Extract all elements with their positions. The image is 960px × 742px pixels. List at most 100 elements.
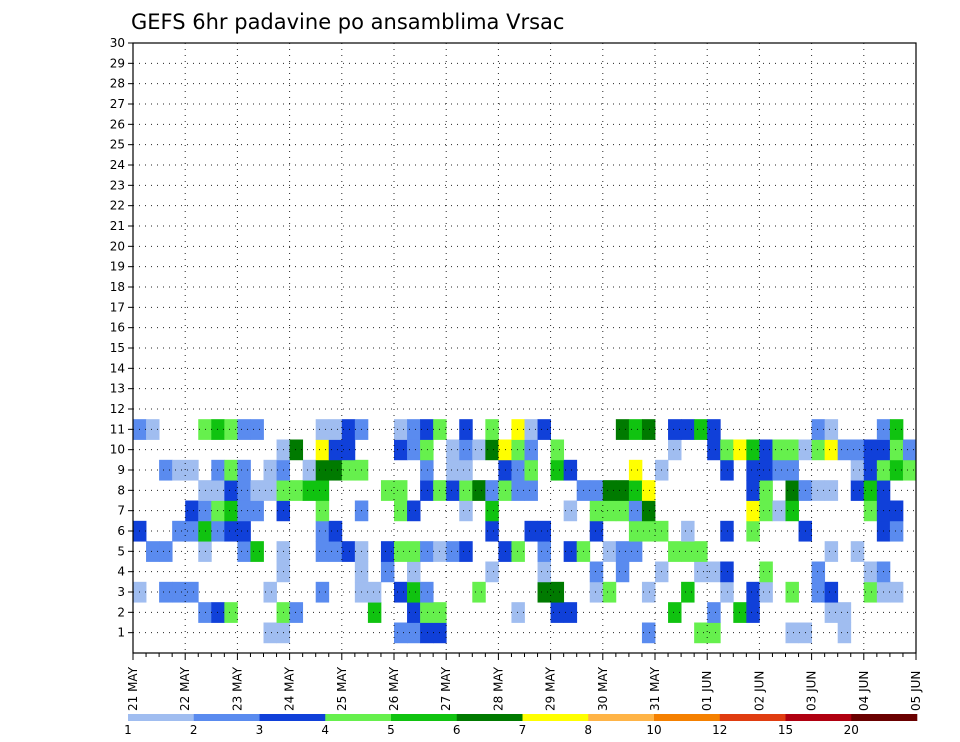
heatmap-cell [641,419,656,440]
heatmap-cell [237,480,251,501]
heatmap-cell [250,419,264,440]
legend-label: 15 [778,723,793,737]
heatmap-cell [420,622,434,644]
x-tick-label: 31 MAY [648,666,662,711]
y-tick-label: 4 [117,565,125,579]
heatmap-cell [172,520,186,542]
heatmap-cell [746,581,760,603]
y-tick-label: 8 [117,483,125,497]
x-tick-label: 01 JUN [700,671,714,711]
heatmap-cell [420,480,434,501]
heatmap-cell [224,602,238,623]
heatmap-cell [785,500,799,522]
legend-label: 4 [321,723,329,737]
heatmap-cell [185,459,199,481]
heatmap-cell [772,500,786,522]
heatmap-cell [328,459,343,481]
heatmap-cell [863,459,878,481]
heatmap-cell [420,439,434,461]
heatmap-cell [472,480,486,501]
heatmap-cell [759,500,773,522]
heatmap-cell [668,602,682,623]
y-tick-label: 16 [110,321,125,335]
heatmap-cell [550,581,565,603]
heatmap-cell [459,419,473,440]
heatmap-cell [694,561,708,583]
heatmap-cell [407,602,421,623]
heatmap-cell [811,480,826,501]
x-tick-label: 21 MAY [126,666,140,711]
legend-swatch [785,714,852,721]
heatmap-cell [837,602,852,623]
heatmap-cell [459,541,473,562]
heatmap-cell [394,439,408,461]
heatmap-cell [681,581,695,603]
heatmap-cell [420,459,434,481]
heatmap-cell [237,541,251,562]
heatmap-cell [446,541,460,562]
heatmap-cell [263,480,277,501]
heatmap-cell [394,541,408,562]
heatmap-cell [759,561,773,583]
heatmap-cell [367,602,382,623]
heatmap-cell [772,459,786,481]
y-tick-label: 5 [117,544,125,558]
heatmap-cell [211,459,225,481]
heatmap-cell [511,541,525,562]
heatmap-cell [641,500,656,522]
x-tick-label: 23 MAY [230,666,244,711]
heatmap-cell [211,500,225,522]
heatmap-cell [707,439,721,461]
heatmap-cell [237,500,251,522]
y-axis: 1234567891011121314151617181920212223242… [110,36,133,640]
heatmap-cell [863,500,878,522]
heatmap-cell [824,541,839,562]
heatmap-cell [328,520,343,542]
legend-label: 3 [256,723,264,737]
heatmap-cell [602,581,617,603]
y-tick-label: 3 [117,585,125,599]
y-tick-label: 20 [110,239,125,253]
heatmap-cell [315,520,330,542]
legend-label: 8 [584,723,592,737]
heatmap-cell [694,419,708,440]
y-tick-label: 13 [110,382,125,396]
y-tick-label: 18 [110,280,125,294]
heatmap-cell [394,500,408,522]
heatmap-cell [681,520,695,542]
heatmap-cell [394,581,408,603]
heatmap-cell [367,581,382,603]
legend-label: 7 [519,723,527,737]
x-tick-label: 22 MAY [178,666,192,711]
heatmap-cell [889,520,904,542]
heatmap-cell [550,459,565,481]
heatmap-cell [824,480,839,501]
heatmap-cell [315,419,330,440]
heatmap-cell [420,581,434,603]
heatmap-cell [628,419,643,440]
heatmap-cell [263,581,277,603]
heatmap-cell [811,561,826,583]
heatmap-cell [785,581,799,603]
heatmap-cell [380,480,395,501]
legend-label: 10 [646,723,661,737]
heatmap-cell [211,520,225,542]
heatmap-cell [328,419,343,440]
heatmap-cell [668,439,682,461]
x-tick-label: 30 MAY [596,666,610,711]
heatmap-cell [537,561,551,583]
y-tick-label: 1 [117,626,125,640]
heatmap-cell [250,500,264,522]
heatmap-cell [537,419,551,440]
heatmap-cell [198,419,212,440]
heatmap-cell [720,520,734,542]
heatmap-cell [850,480,865,501]
heatmap-cell [524,520,538,542]
heatmap-cell [472,581,486,603]
y-tick-label: 17 [110,300,125,314]
heatmap-cell [315,541,330,562]
x-tick-label: 27 MAY [439,666,453,711]
heatmap-cell [733,602,747,623]
heatmap-cell [341,541,356,562]
y-tick-label: 12 [110,402,125,416]
